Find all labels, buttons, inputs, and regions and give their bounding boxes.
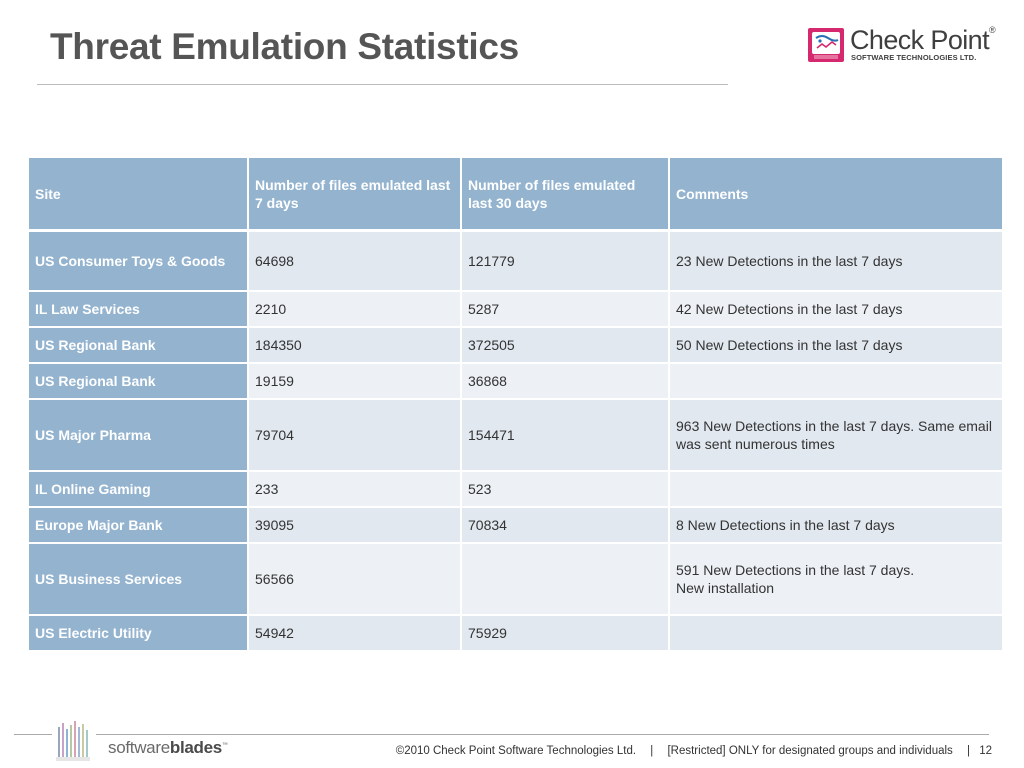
table-row: US Regional Bank 184350 372505 50 New De… [27,325,1004,364]
comments-cell: 50 New Detections in the last 7 days [668,325,1004,364]
site-cell: US Regional Bank [27,325,249,364]
table-row: US Regional Bank 19159 36868 [27,361,1004,400]
table-row: IL Law Services 2210 5287 42 New Detecti… [27,289,1004,328]
software-blades-bars-icon [56,721,90,761]
header-files-7-days: Number of files emulated last 7 days [247,156,462,232]
comments-cell: 8 New Detections in the last 7 days [668,505,1004,544]
site-cell: US Consumer Toys & Goods [27,229,249,292]
files-7-days-cell: 56566 [247,541,462,616]
files-30-days-cell: 523 [460,469,670,508]
site-cell: IL Law Services [27,289,249,328]
site-cell: US Regional Bank [27,361,249,400]
site-cell: US Business Services [27,541,249,616]
software-blades-logo: softwareblades™ [108,738,228,758]
site-cell: US Electric Utility [27,613,249,652]
files-30-days-cell: 36868 [460,361,670,400]
files-7-days-cell: 64698 [247,229,462,292]
comments-cell [668,613,1004,652]
table-row: IL Online Gaming 233 523 [27,469,1004,508]
footer-divider-right [96,734,989,735]
slide-title: Threat Emulation Statistics [50,26,519,67]
site-cell: US Major Pharma [27,397,249,472]
logo-subtitle: SOFTWARE TECHNOLOGIES LTD. [851,53,977,62]
classification-text: [Restricted] ONLY for designated groups … [667,745,953,757]
files-30-days-cell [460,541,670,616]
files-7-days-cell: 39095 [247,505,462,544]
brand-bold-text: blades [169,738,222,757]
comments-cell: 591 New Detections in the last 7 days. N… [668,541,1004,616]
files-7-days-cell: 233 [247,469,462,508]
header-site: Site [27,156,249,232]
checkpoint-logo-icon [808,28,844,62]
table-row: US Consumer Toys & Goods 64698 121779 23… [27,229,1004,292]
comments-cell [668,469,1004,508]
brand-tm-text: ™ [221,742,228,749]
comments-cell: 963 New Detections in the last 7 days. S… [668,397,1004,472]
files-7-days-cell: 79704 [247,397,462,472]
footer-separator: | [650,745,654,757]
footer-separator: | [967,745,970,757]
table-row: Europe Major Bank 39095 70834 8 New Dete… [27,505,1004,544]
table-row: US Electric Utility 54942 75929 [27,613,1004,652]
site-cell: IL Online Gaming [27,469,249,508]
files-30-days-cell: 121779 [460,229,670,292]
files-30-days-cell: 70834 [460,505,670,544]
table-row: US Major Pharma 79704 154471 963 New Det… [27,397,1004,472]
logo-registered-mark: ® [988,25,996,35]
files-30-days-cell: 372505 [460,325,670,364]
brand-light-text: software [108,738,170,757]
files-7-days-cell: 19159 [247,361,462,400]
files-7-days-cell: 2210 [247,289,462,328]
site-cell: Europe Major Bank [27,505,249,544]
logo-name: Check Point [850,25,990,55]
threat-emulation-table: Site Number of files emulated last 7 day… [27,156,1004,652]
files-7-days-cell: 54942 [247,613,462,652]
comments-cell: 42 New Detections in the last 7 days [668,289,1004,328]
files-30-days-cell: 5287 [460,289,670,328]
files-30-days-cell: 75929 [460,613,670,652]
comments-cell: 23 New Detections in the last 7 days [668,229,1004,292]
footer-divider-left [14,734,52,735]
files-7-days-cell: 184350 [247,325,462,364]
checkpoint-logo: Check Point® SOFTWARE TECHNOLOGIES LTD. [808,25,1008,66]
table-header-row: Site Number of files emulated last 7 day… [27,156,1004,232]
header-files-30-days: Number of files emulated last 30 days [460,156,670,232]
copyright-text: ©2010 Check Point Software Technologies … [395,745,637,757]
footer-text: ©2010 Check Point Software Technologies … [396,745,992,757]
title-divider [37,84,728,85]
comments-cell [668,361,1004,400]
table-row: US Business Services 56566 591 New Detec… [27,541,1004,616]
files-30-days-cell: 154471 [460,397,670,472]
header-comments: Comments [668,156,1004,232]
page-number: 12 [979,745,992,757]
